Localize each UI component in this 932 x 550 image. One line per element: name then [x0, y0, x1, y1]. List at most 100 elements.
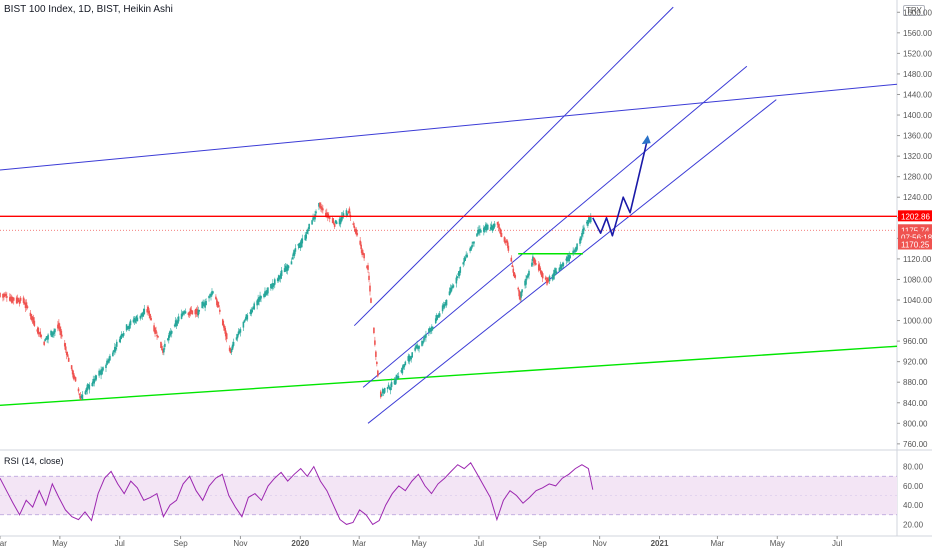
candle-body	[54, 328, 56, 333]
candle-body	[223, 325, 226, 331]
candle-body	[176, 320, 179, 324]
candle-body	[115, 341, 118, 347]
candle-body	[39, 331, 42, 338]
price-tag-2-bg	[898, 238, 932, 250]
candle-body	[573, 250, 575, 253]
candle-body	[569, 255, 571, 259]
candle-body	[84, 391, 87, 395]
candle-body	[363, 253, 365, 259]
candle-body	[169, 331, 172, 335]
candle-body	[540, 270, 543, 277]
candle-body	[119, 335, 122, 340]
candle-body	[476, 233, 478, 237]
candle-body	[273, 283, 275, 286]
candle-body	[259, 295, 261, 301]
time-tick-label: Jul	[832, 539, 842, 548]
candle-body	[366, 265, 368, 269]
candle-body	[79, 395, 82, 400]
price-tick-label: 1560.00	[903, 29, 932, 38]
price-tick-label: 1400.00	[903, 111, 932, 120]
candle-body	[519, 294, 521, 300]
candle-body	[197, 309, 200, 316]
candle-body	[559, 264, 562, 270]
candle-body	[470, 246, 472, 251]
projection-path	[592, 138, 649, 237]
candle-body	[434, 318, 437, 324]
candle-body	[421, 340, 423, 346]
candle-body	[572, 250, 574, 254]
candle-body	[510, 257, 513, 262]
candle-body	[17, 299, 20, 303]
candle-body	[547, 279, 550, 282]
candle-body	[150, 318, 152, 320]
candle-body	[370, 298, 372, 303]
candle-body	[428, 328, 430, 332]
candle-body	[404, 361, 407, 366]
price-tick-label: 880.00	[903, 378, 928, 387]
candle-body	[340, 216, 343, 222]
time-tick-label: Mar	[352, 539, 366, 548]
candle-body	[341, 215, 344, 219]
candle-body	[586, 221, 588, 224]
time-tick-label: Jul	[474, 539, 484, 548]
candle-body	[36, 329, 39, 332]
candle-body	[414, 347, 416, 351]
candle-body	[212, 291, 214, 294]
candle-body	[105, 364, 107, 368]
candle-body	[361, 249, 363, 255]
candle-body	[401, 367, 404, 374]
candle-body	[320, 206, 322, 209]
candle-body	[448, 291, 451, 296]
candle-body	[44, 339, 46, 342]
candle-body	[335, 221, 338, 225]
candle-body	[373, 327, 375, 334]
candle-body	[77, 388, 80, 392]
candle-body	[59, 326, 61, 332]
candle-body	[511, 265, 514, 268]
candle-body	[506, 240, 509, 246]
candle-body	[459, 267, 462, 273]
candle-body	[175, 320, 178, 326]
candle-body	[422, 341, 424, 344]
candle-body	[224, 330, 227, 337]
candle-body	[379, 391, 382, 398]
candle-body	[221, 319, 224, 326]
candle-body	[157, 335, 159, 338]
price-tick-label: 1600.00	[903, 8, 932, 17]
candle-body	[331, 218, 334, 223]
candle-body	[70, 365, 73, 370]
candle-body	[6, 296, 8, 298]
candle-body	[465, 254, 467, 257]
currency-badge[interactable]: TRY	[903, 5, 925, 16]
candle-body	[156, 334, 158, 337]
candle-body	[0, 292, 1, 297]
candle-body	[325, 212, 327, 217]
candle-body	[441, 305, 444, 312]
candle-body	[33, 320, 36, 326]
candle-body	[513, 272, 516, 277]
candle-body	[311, 220, 313, 225]
candle-body	[160, 341, 162, 348]
candle-body	[149, 314, 151, 319]
candle-body	[91, 382, 94, 387]
candle-body	[147, 306, 149, 311]
candle-body	[408, 355, 411, 362]
candle-body	[321, 207, 323, 210]
candle-body	[236, 334, 239, 339]
candle-body	[348, 208, 351, 214]
candle-body	[458, 271, 461, 276]
candle-body	[444, 302, 447, 305]
price-tick-label: 760.00	[903, 440, 928, 449]
candle-body	[230, 349, 233, 353]
candle-body	[184, 311, 187, 314]
candle-body	[211, 291, 213, 296]
price-tick-label: 1040.00	[903, 296, 932, 305]
candle-body	[102, 367, 104, 371]
candle-body	[115, 347, 117, 350]
candle-body	[71, 369, 74, 375]
candle-body	[402, 365, 405, 369]
candle-body	[367, 265, 369, 270]
candle-body	[32, 317, 35, 323]
candle-body	[307, 229, 309, 232]
